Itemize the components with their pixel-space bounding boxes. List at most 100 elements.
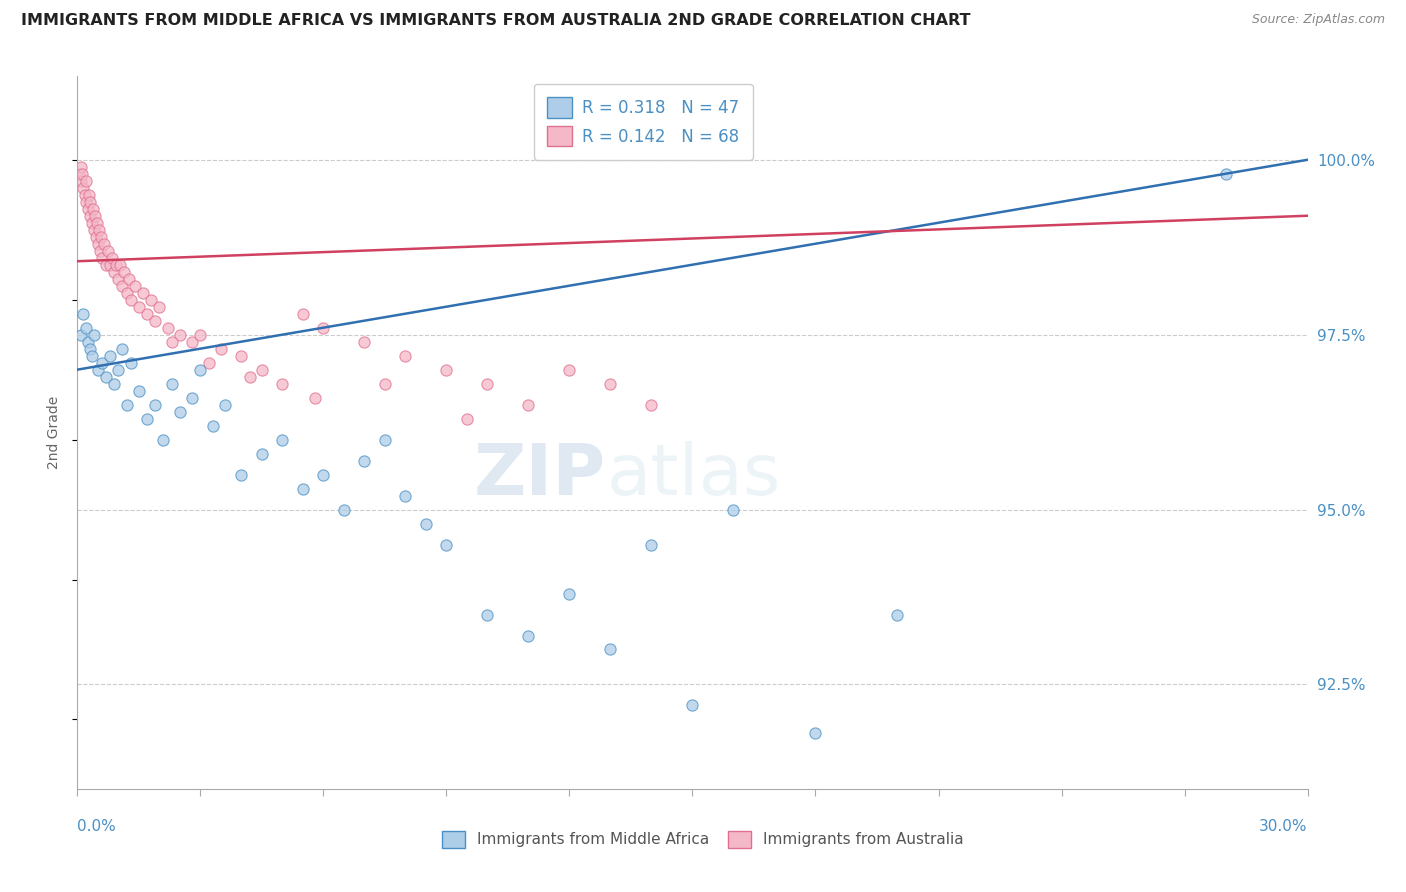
Point xyxy=(80,216,103,230)
Point xyxy=(83,327,105,342)
Point xyxy=(804,726,827,740)
Point xyxy=(90,229,112,244)
Point xyxy=(103,376,125,391)
Point xyxy=(120,356,142,370)
Point xyxy=(79,194,101,209)
Point xyxy=(75,194,97,209)
Point xyxy=(209,342,232,356)
Point xyxy=(128,300,150,314)
Point xyxy=(94,258,117,272)
Point xyxy=(152,433,174,447)
Point xyxy=(558,362,581,376)
Point xyxy=(136,307,159,321)
Point xyxy=(77,187,100,202)
Point xyxy=(1215,167,1237,181)
Point xyxy=(70,327,93,342)
Point xyxy=(80,349,103,363)
Point xyxy=(98,258,121,272)
Point xyxy=(169,327,191,342)
Point xyxy=(82,202,104,216)
Point xyxy=(128,384,150,398)
Point xyxy=(160,334,183,349)
Point xyxy=(312,467,335,482)
Point xyxy=(117,271,139,285)
Point xyxy=(436,362,458,376)
Point xyxy=(87,223,110,237)
Point xyxy=(640,537,662,551)
Point xyxy=(231,467,253,482)
Point xyxy=(75,174,97,188)
Point xyxy=(723,502,745,516)
Point xyxy=(72,180,94,194)
Point xyxy=(103,265,125,279)
Point xyxy=(291,482,314,496)
Point xyxy=(90,356,114,370)
Point xyxy=(312,320,335,334)
Point xyxy=(124,278,146,293)
Point xyxy=(73,187,96,202)
Point xyxy=(271,433,294,447)
Point xyxy=(141,293,163,307)
Point xyxy=(97,244,120,258)
Text: ZIP: ZIP xyxy=(474,441,606,510)
Text: IMMIGRANTS FROM MIDDLE AFRICA VS IMMIGRANTS FROM AUSTRALIA 2ND GRADE CORRELATION: IMMIGRANTS FROM MIDDLE AFRICA VS IMMIGRA… xyxy=(21,13,970,29)
Point xyxy=(271,376,294,391)
Point xyxy=(120,293,142,307)
Text: 0.0%: 0.0% xyxy=(77,819,117,834)
Point xyxy=(250,447,273,461)
Point xyxy=(115,285,138,300)
Point xyxy=(517,628,540,642)
Point xyxy=(517,398,540,412)
Point xyxy=(79,209,101,223)
Point xyxy=(304,391,326,405)
Text: Source: ZipAtlas.com: Source: ZipAtlas.com xyxy=(1251,13,1385,27)
Point xyxy=(558,586,581,600)
Legend: R = 0.318   N = 47, R = 0.142   N = 68: R = 0.318 N = 47, R = 0.142 N = 68 xyxy=(534,84,752,160)
Point xyxy=(83,209,105,223)
Point xyxy=(136,411,159,425)
Point xyxy=(67,167,90,181)
Point xyxy=(886,607,908,622)
Point xyxy=(72,307,94,321)
Point xyxy=(79,342,101,356)
Point xyxy=(394,349,416,363)
Point xyxy=(181,334,204,349)
Point xyxy=(76,334,98,349)
Point xyxy=(394,489,416,503)
Point xyxy=(599,642,621,657)
Point xyxy=(415,516,437,531)
Point xyxy=(214,398,236,412)
Point xyxy=(169,404,191,418)
Point xyxy=(75,320,97,334)
Point xyxy=(188,327,212,342)
Point xyxy=(86,216,108,230)
Point xyxy=(105,258,128,272)
Point xyxy=(333,502,356,516)
Point xyxy=(132,285,155,300)
Y-axis label: 2nd Grade: 2nd Grade xyxy=(48,396,62,469)
Point xyxy=(107,271,129,285)
Point xyxy=(250,362,273,376)
Point xyxy=(456,411,478,425)
Point xyxy=(201,418,224,433)
Legend: Immigrants from Middle Africa, Immigrants from Australia: Immigrants from Middle Africa, Immigrant… xyxy=(434,823,972,855)
Point xyxy=(114,265,136,279)
Point xyxy=(98,349,121,363)
Point xyxy=(143,398,166,412)
Point xyxy=(69,160,91,174)
Point xyxy=(477,607,499,622)
Point xyxy=(239,369,262,384)
Point xyxy=(197,356,219,370)
Point xyxy=(682,698,704,713)
Point xyxy=(143,314,166,328)
Point xyxy=(87,236,110,251)
Point xyxy=(353,334,375,349)
Point xyxy=(148,300,170,314)
Point xyxy=(111,342,134,356)
Point xyxy=(107,362,129,376)
Point xyxy=(477,376,499,391)
Point xyxy=(101,251,124,265)
Point xyxy=(70,167,93,181)
Point xyxy=(70,174,93,188)
Point xyxy=(110,258,132,272)
